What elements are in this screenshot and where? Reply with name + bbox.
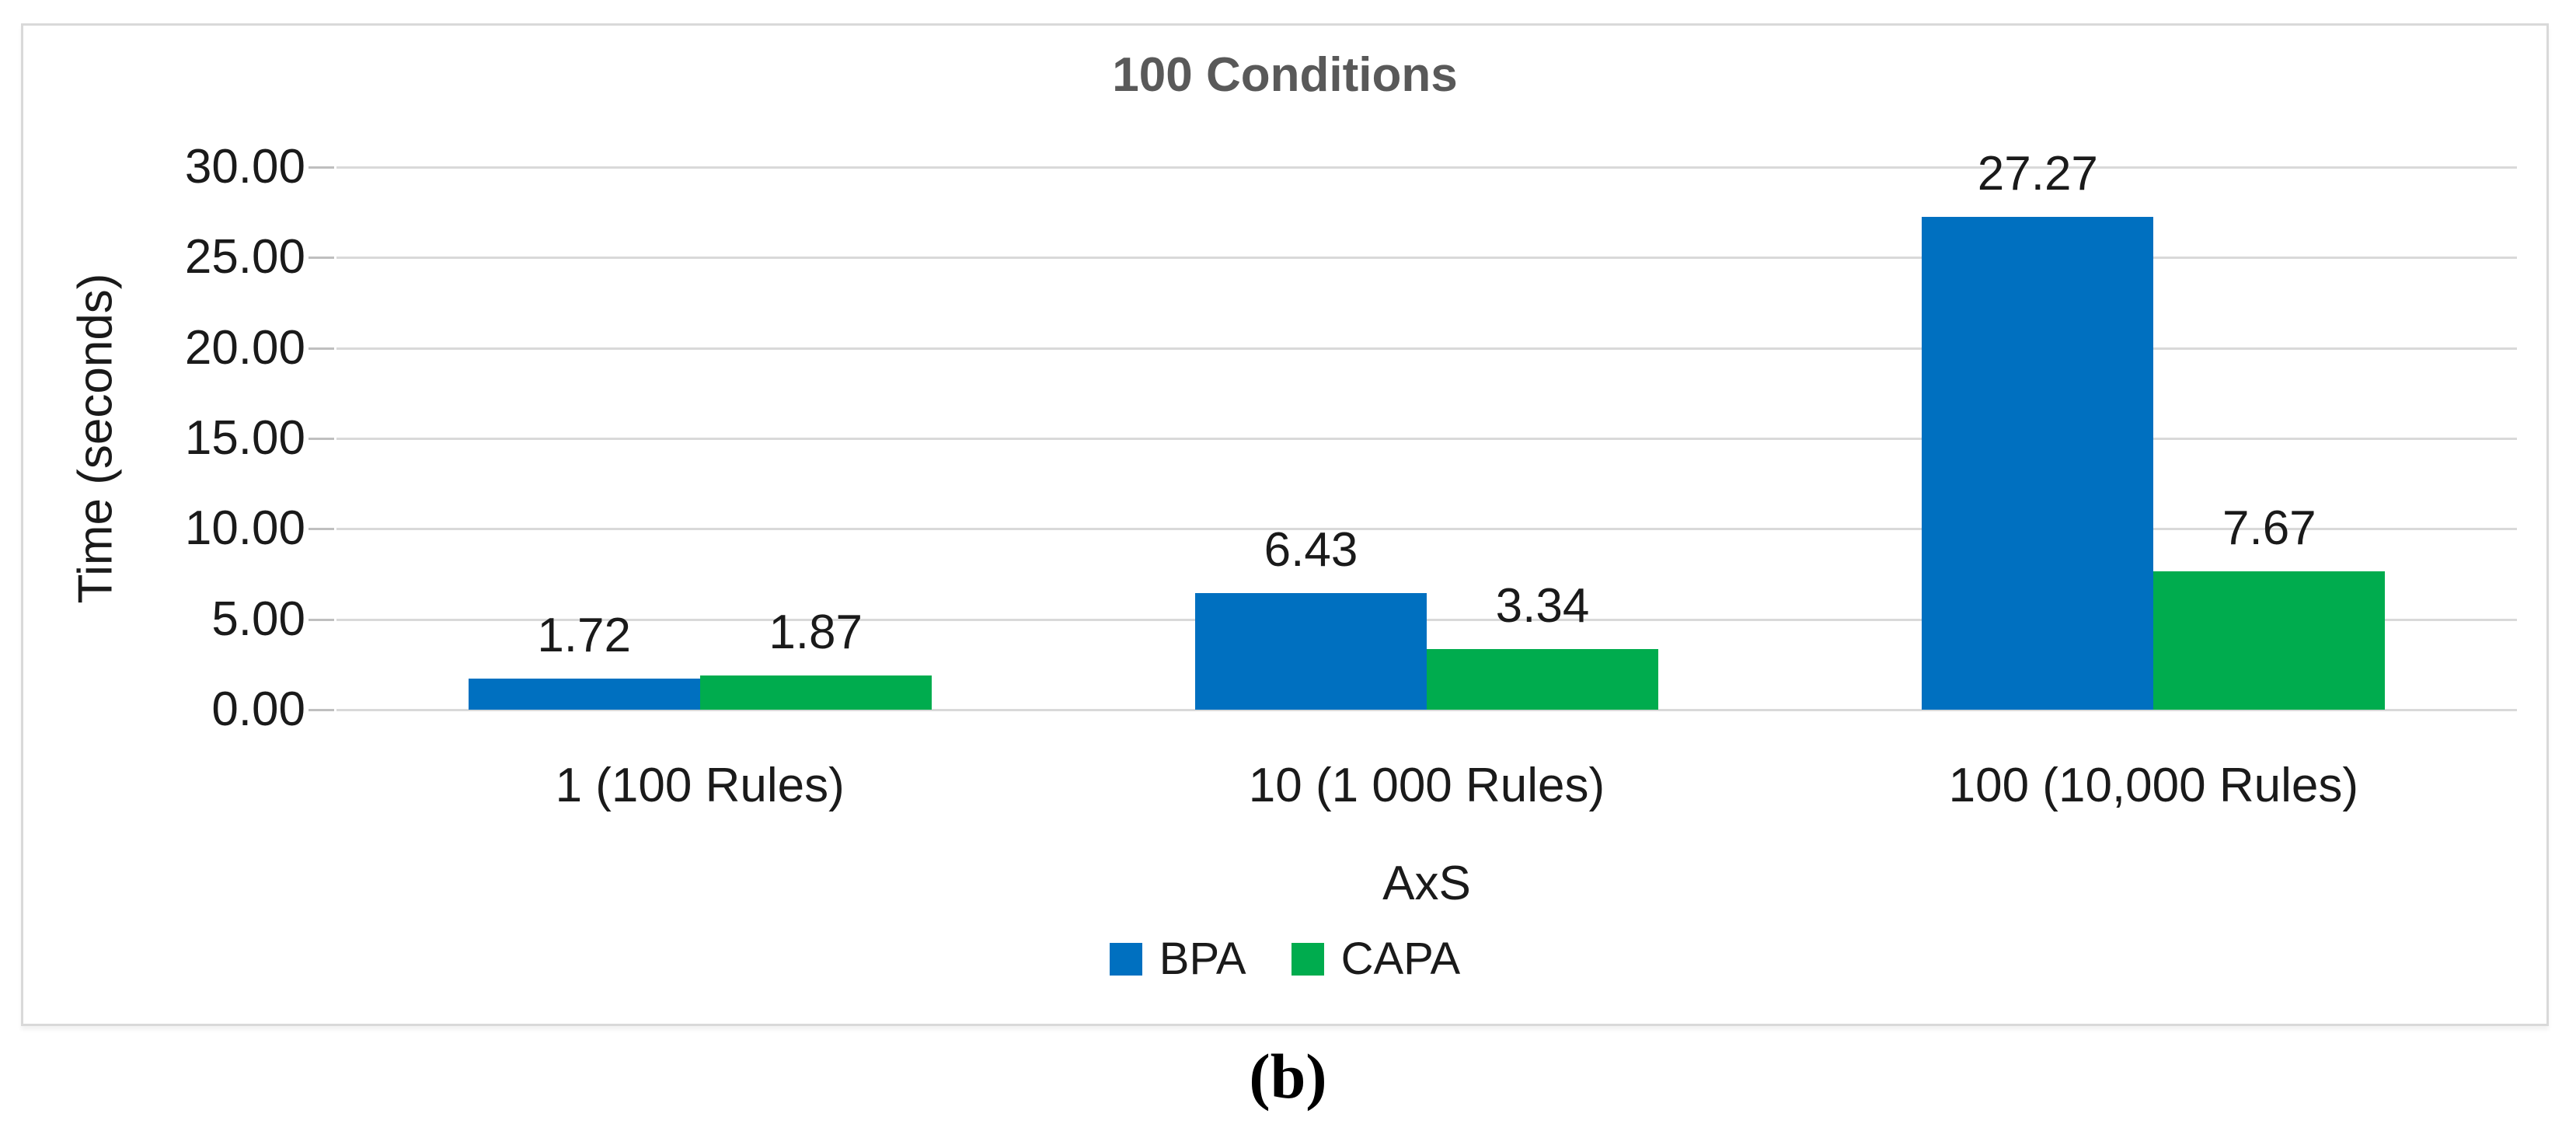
figure-caption: (b): [1249, 1041, 1327, 1112]
y-tick-label: 5.00: [211, 592, 305, 646]
bar-capa-1: [1427, 649, 1658, 710]
y-axis-tick: [308, 257, 334, 260]
legend: BPA CAPA: [23, 937, 2546, 982]
gridline: [336, 438, 2517, 440]
y-axis-tick: [308, 438, 334, 440]
data-label-bpa-0: 1.72: [537, 608, 631, 662]
gridline: [336, 166, 2517, 169]
category-label: 10 (1 000 Rules): [1248, 759, 1605, 812]
y-tick-label: 10.00: [184, 501, 305, 556]
y-tick-label: 25.00: [184, 230, 305, 284]
gridline: [336, 618, 2517, 621]
data-label-capa-2: 7.67: [2222, 501, 2316, 555]
bar-capa-2: [2153, 571, 2386, 710]
bar-bpa-1: [1195, 593, 1427, 710]
legend-label-capa: CAPA: [1340, 934, 1461, 984]
y-tick-label: 15.00: [184, 411, 305, 465]
gridline: [336, 347, 2517, 350]
y-tick-label: 20.00: [184, 320, 305, 375]
y-axis-tick: [308, 709, 334, 711]
legend-swatch-bpa: [1109, 943, 1142, 976]
chart-title: 100 Conditions: [1112, 48, 1458, 102]
bar-bpa-0: [468, 678, 700, 710]
data-label-bpa-2: 27.27: [1977, 146, 2098, 201]
data-label-capa-1: 3.34: [1495, 579, 1590, 634]
category-label: 1 (100 Rules): [555, 759, 845, 812]
chart: 100 Conditions Time (seconds) 0.00 5.00 10…: [21, 23, 2549, 1026]
bar-capa-0: [699, 675, 932, 710]
legend-label-bpa: BPA: [1159, 934, 1246, 984]
y-axis-tick: [308, 166, 334, 169]
bar-bpa-2: [1922, 216, 2154, 710]
x-axis-title: AxS: [1382, 857, 1471, 910]
y-axis-tick: [308, 528, 334, 531]
y-tick-label: 30.00: [184, 140, 305, 194]
plot-area: 0.00 5.00 10.00 15.00 20.00 25.00 30.00 1.72 1.8…: [185, 140, 2517, 910]
data-label-bpa-1: 6.43: [1264, 523, 1358, 578]
legend-item-capa: CAPA: [1291, 934, 1461, 984]
category-label: 100 (10,000 Rules): [1948, 759, 2358, 812]
data-label-capa-0: 1.87: [769, 606, 863, 660]
y-tick-label: 0.00: [211, 682, 305, 736]
y-axis-tick: [308, 618, 334, 621]
gridline: [336, 528, 2517, 531]
legend-swatch-capa: [1291, 943, 1324, 976]
gridline: [336, 709, 2517, 711]
legend-item-bpa: BPA: [1109, 934, 1246, 984]
gridline: [336, 257, 2517, 260]
y-axis-tick: [308, 347, 334, 350]
